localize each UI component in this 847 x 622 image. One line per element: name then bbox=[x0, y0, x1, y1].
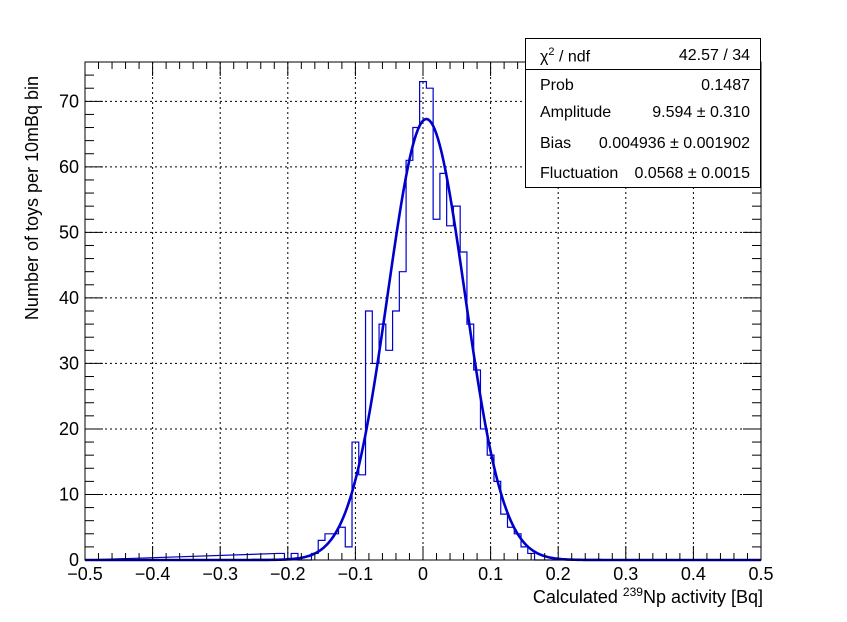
histogram-bin bbox=[447, 226, 454, 560]
x-tick-label: 0.1 bbox=[478, 564, 503, 584]
histogram-bin bbox=[406, 160, 413, 560]
y-tick-label: 10 bbox=[59, 484, 79, 504]
y-tick-label: 40 bbox=[59, 288, 79, 308]
histogram-bin bbox=[508, 527, 515, 560]
x-tick-label: −0.3 bbox=[202, 564, 238, 584]
x-tick-label: 0 bbox=[418, 564, 428, 584]
histogram-bin bbox=[393, 311, 400, 560]
histogram-bin bbox=[413, 128, 420, 560]
y-tick-label: 50 bbox=[59, 222, 79, 242]
stat-value: 42.57 / 34 bbox=[678, 47, 750, 64]
y-tick-label: 60 bbox=[59, 157, 79, 177]
y-tick-label: 70 bbox=[59, 91, 79, 111]
histogram-bin bbox=[426, 88, 433, 560]
x-axis-title-isotope-mass: 239 bbox=[622, 585, 643, 599]
stat-label: Amplitude bbox=[540, 104, 612, 121]
histogram-bin bbox=[359, 475, 366, 560]
x-tick-label: −0.2 bbox=[270, 564, 306, 584]
histogram-bin bbox=[521, 547, 528, 560]
x-axis-title-suffix: Np activity [Bq] bbox=[642, 587, 763, 607]
stat-label: Prob bbox=[540, 77, 574, 94]
stat-row-bias: Bias 0.004936 ± 0.001902 bbox=[540, 129, 750, 159]
stat-value: 0.0568 ± 0.0015 bbox=[634, 165, 750, 182]
x-axis-title: Calculated 239Np activity [Bq] bbox=[533, 580, 763, 609]
stat-row-chi2: χ2 / ndf 42.57 / 34 bbox=[540, 41, 750, 71]
histogram-bin bbox=[379, 324, 386, 560]
x-tick-label: −0.5 bbox=[67, 564, 103, 584]
histogram-bin bbox=[345, 547, 352, 560]
histogram-bin bbox=[467, 324, 474, 560]
histogram-bin bbox=[433, 219, 440, 560]
x-tick-label: −0.4 bbox=[135, 564, 171, 584]
histogram-bin bbox=[386, 350, 393, 560]
stat-value: 0.004936 ± 0.001902 bbox=[598, 135, 750, 152]
y-axis-title: Number of toys per 10mBq bin bbox=[22, 75, 42, 321]
x-tick-label: 0.2 bbox=[546, 564, 571, 584]
stat-value: 9.594 ± 0.310 bbox=[652, 104, 750, 121]
stat-value: 0.1487 bbox=[701, 77, 750, 94]
y-tick-label: 30 bbox=[59, 353, 79, 373]
histogram-bin bbox=[440, 173, 447, 560]
stat-label: Bias bbox=[540, 135, 572, 152]
x-tick-label: 0.4 bbox=[681, 564, 706, 584]
stat-row-prob: Prob 0.1487 bbox=[540, 71, 750, 101]
stats-header-divider bbox=[526, 69, 760, 70]
x-tick-label: 0.3 bbox=[613, 564, 638, 584]
fit-statistics-box: χ2 / ndf 42.57 / 34 Prob 0.1487 Amplitud… bbox=[525, 38, 761, 188]
histogram-bin bbox=[399, 272, 406, 560]
x-axis-title-prefix: Calculated bbox=[532, 587, 623, 607]
stat-row-amplitude: Amplitude 9.594 ± 0.310 bbox=[540, 98, 750, 128]
stat-row-fluctuation: Fluctuation 0.0568 ± 0.0015 bbox=[540, 159, 750, 189]
stat-label: χ2 / ndf bbox=[540, 45, 591, 66]
y-tick-label: 0 bbox=[69, 550, 79, 570]
stat-label: Fluctuation bbox=[540, 165, 619, 182]
y-tick-label: 20 bbox=[59, 419, 79, 439]
x-tick-label: 0.5 bbox=[748, 564, 773, 584]
x-tick-label: −0.1 bbox=[338, 564, 374, 584]
y-axis-ticks: 0 10 20 30 40 50 60 70 bbox=[59, 61, 761, 570]
